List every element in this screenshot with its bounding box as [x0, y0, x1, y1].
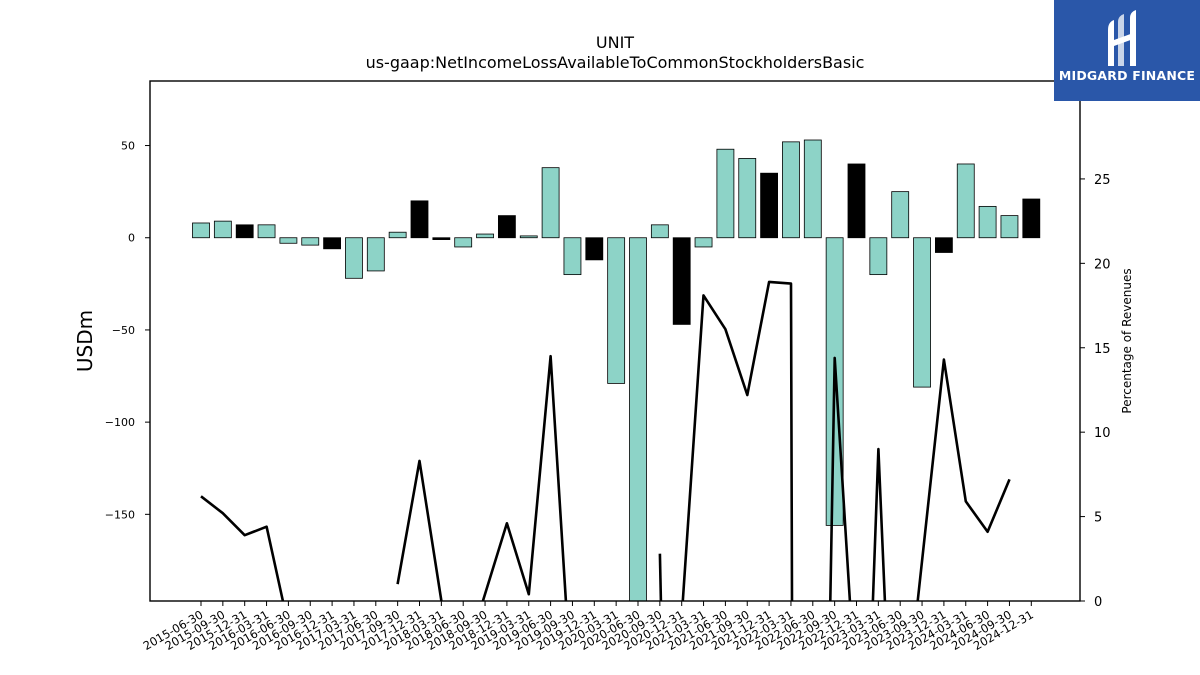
y-right-tick-label: 15 — [1094, 342, 1111, 357]
series-line — [681, 280, 794, 602]
y-tick-label: −150 — [105, 508, 135, 521]
bar — [563, 237, 582, 276]
bar — [956, 163, 975, 239]
chart-title: UNIT — [596, 33, 634, 52]
bar — [388, 231, 407, 239]
bar — [497, 215, 516, 239]
bar — [760, 172, 778, 239]
y-right-tick-label: 20 — [1094, 257, 1111, 272]
bar — [891, 191, 910, 239]
bar — [454, 237, 473, 248]
logo-mark-icon — [1108, 10, 1136, 66]
bar — [476, 233, 494, 239]
bar — [716, 148, 735, 239]
bar — [629, 237, 647, 602]
bar — [694, 237, 713, 248]
series-line — [829, 356, 852, 602]
plot-frame — [149, 80, 1081, 602]
bar — [585, 237, 604, 261]
y-axis-label-right: Percentage of Revenues — [1120, 268, 1134, 413]
bar — [650, 224, 669, 239]
x-axis: 2015-06-302015-09-302015-12-312016-03-31… — [141, 601, 1036, 653]
brand-logo: MIDGARD FINANCE — [1054, 0, 1200, 101]
series-line — [916, 358, 1011, 602]
bar — [257, 224, 276, 239]
line-layer — [200, 280, 1011, 602]
bar — [672, 237, 691, 325]
y-right-tick-label: 5 — [1094, 511, 1102, 526]
y-tick-label: −100 — [105, 416, 135, 429]
bar — [192, 222, 210, 239]
bar — [1000, 215, 1019, 239]
bar — [213, 220, 232, 239]
bar — [1022, 198, 1041, 239]
right-axis: 0 5 10 15 20 25 — [1080, 173, 1111, 610]
y-axis-label: USDm — [73, 310, 97, 372]
logo-text: MIDGARD FINANCE — [1058, 68, 1196, 83]
bar — [738, 158, 757, 239]
bar — [366, 237, 385, 272]
bar — [323, 237, 342, 250]
bar — [410, 200, 429, 239]
y-right-tick-label: 10 — [1094, 426, 1111, 441]
y-tick-label: −50 — [112, 324, 135, 337]
bar — [935, 237, 953, 253]
chart-subtitle: us-gaap:NetIncomeLossAvailableToCommonSt… — [366, 53, 865, 72]
bar — [541, 167, 560, 239]
series-line — [481, 354, 568, 602]
bar — [345, 237, 363, 279]
y-right-tick-label: 25 — [1094, 173, 1111, 188]
y-right-tick-label: 0 — [1094, 595, 1102, 610]
bars-layer — [192, 139, 1041, 602]
bar — [607, 237, 626, 384]
series-line — [871, 447, 887, 602]
y-tick-label: 0 — [128, 232, 135, 245]
bar — [432, 237, 451, 240]
bar — [279, 237, 298, 244]
bar — [847, 163, 866, 239]
y-tick-label: 50 — [121, 140, 135, 153]
series-line — [200, 495, 285, 602]
bar — [782, 141, 800, 239]
bar — [519, 235, 538, 239]
bar — [803, 139, 822, 239]
left-axis: 50 0 −50 −100 −150 — [105, 140, 150, 521]
series-line — [658, 553, 663, 602]
bar — [301, 237, 320, 246]
series-line — [396, 459, 443, 602]
bar — [978, 205, 997, 239]
bar — [869, 237, 888, 276]
bar — [913, 237, 931, 388]
bar — [235, 224, 254, 239]
